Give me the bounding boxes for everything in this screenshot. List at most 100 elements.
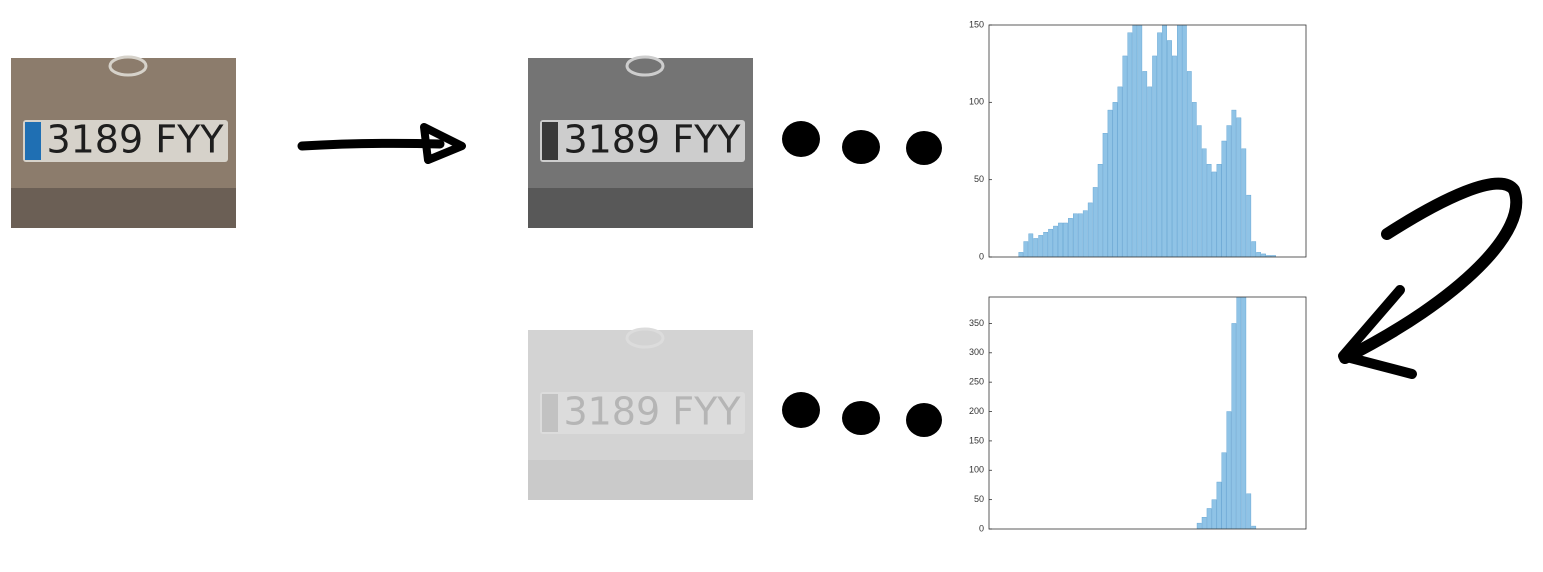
bar: [1231, 109, 1237, 257]
bar: [1201, 517, 1207, 529]
bar: [1097, 163, 1103, 257]
plates: 3189 FYY 3189 FYY 3189 FYY: [11, 55, 753, 500]
bar: [1226, 411, 1232, 529]
curved-arrow: [1338, 177, 1523, 379]
bar: [1023, 241, 1029, 257]
bar: [1087, 202, 1093, 257]
bumper: [528, 188, 753, 228]
bar: [1186, 71, 1192, 257]
bar: [1251, 525, 1257, 529]
bar: [1221, 140, 1227, 257]
y-tick-label: 100: [969, 465, 984, 475]
emblem: [108, 55, 148, 77]
bar: [1028, 233, 1034, 257]
bar: [1137, 25, 1143, 257]
ellipsis: [782, 121, 942, 437]
bar: [1256, 252, 1262, 257]
bar: [1038, 235, 1044, 257]
bar: [1147, 86, 1153, 257]
bar: [1142, 71, 1148, 257]
plate-text: 3189 FYY: [563, 118, 741, 162]
bar: [1157, 32, 1162, 257]
bar: [1152, 55, 1158, 257]
charts: 0 50 100 150 0 50 100 150 200 250 300 350: [969, 19, 1307, 533]
bars: [1018, 25, 1276, 257]
bar: [1077, 213, 1083, 257]
bar: [1058, 222, 1063, 257]
plate: [540, 120, 745, 162]
plate-text: 3189 FYY: [563, 390, 741, 434]
bar: [1092, 187, 1098, 257]
bar: [1177, 25, 1182, 257]
y-tick-label: 200: [969, 406, 984, 416]
bar: [1033, 238, 1039, 257]
bar: [1246, 194, 1252, 257]
bar: [1167, 40, 1172, 257]
plate-strip: [542, 122, 558, 160]
bar: [1231, 323, 1237, 529]
bar: [1261, 253, 1266, 257]
bar: [1048, 228, 1053, 257]
y-tick-label: 350: [969, 318, 984, 328]
bar: [1216, 163, 1222, 257]
emblem: [625, 55, 665, 77]
bumper: [528, 460, 753, 500]
y-tick-label: 50: [974, 494, 984, 504]
bar: [1271, 255, 1276, 257]
bar: [1206, 163, 1212, 257]
plate: [540, 392, 745, 434]
bar: [1246, 493, 1252, 529]
bar: [1112, 102, 1118, 257]
bar: [1107, 109, 1113, 257]
bar: [1266, 255, 1271, 257]
y-tick-label: 0: [979, 251, 984, 261]
bar: [1122, 55, 1128, 257]
bar: [1216, 481, 1222, 529]
bar: [1196, 522, 1202, 529]
bar: [1206, 508, 1212, 529]
y-tick-label: 150: [969, 19, 984, 29]
plate-photo: 3189 FYY: [528, 327, 753, 500]
plate: [23, 120, 228, 162]
bar: [1236, 297, 1242, 529]
y-tick-label: 150: [969, 435, 984, 445]
bar: [1226, 125, 1232, 257]
plate-photo: 3189 FYY: [528, 55, 753, 228]
bar: [1241, 297, 1247, 529]
bar: [1221, 452, 1227, 529]
bar: [1196, 125, 1202, 257]
bar: [1117, 86, 1123, 257]
plate-text: 3189 FYY: [46, 118, 224, 162]
plate-strip: [542, 394, 558, 432]
plot-frame: [988, 296, 1307, 530]
y-tick-label: 100: [969, 97, 984, 107]
bar: [1251, 241, 1257, 257]
bar: [1241, 148, 1247, 257]
y-tick-label: 0: [979, 523, 984, 533]
bar: [1201, 148, 1207, 257]
bar: [1127, 32, 1133, 257]
emblem: [625, 327, 665, 349]
bar: [1191, 102, 1197, 257]
bar: [1162, 25, 1167, 257]
bar: [1181, 25, 1187, 257]
arrow: [297, 123, 466, 164]
plot-frame: [988, 24, 1307, 258]
bar: [1102, 133, 1108, 257]
y-tick-label: 300: [969, 347, 984, 357]
bar: [1018, 252, 1024, 257]
y-tick-label: 250: [969, 377, 984, 387]
bar: [1053, 225, 1058, 257]
plate-strip: [25, 122, 41, 160]
bar: [1211, 499, 1217, 529]
y-tick-label: 50: [974, 174, 984, 184]
bar: [1063, 222, 1068, 257]
bumper: [11, 188, 236, 228]
bar: [1073, 213, 1078, 257]
plate-photo: 3189 FYY: [11, 55, 236, 228]
bar: [1068, 218, 1073, 257]
bar: [1236, 117, 1242, 257]
bar: [1082, 210, 1088, 257]
bar: [1211, 171, 1217, 257]
